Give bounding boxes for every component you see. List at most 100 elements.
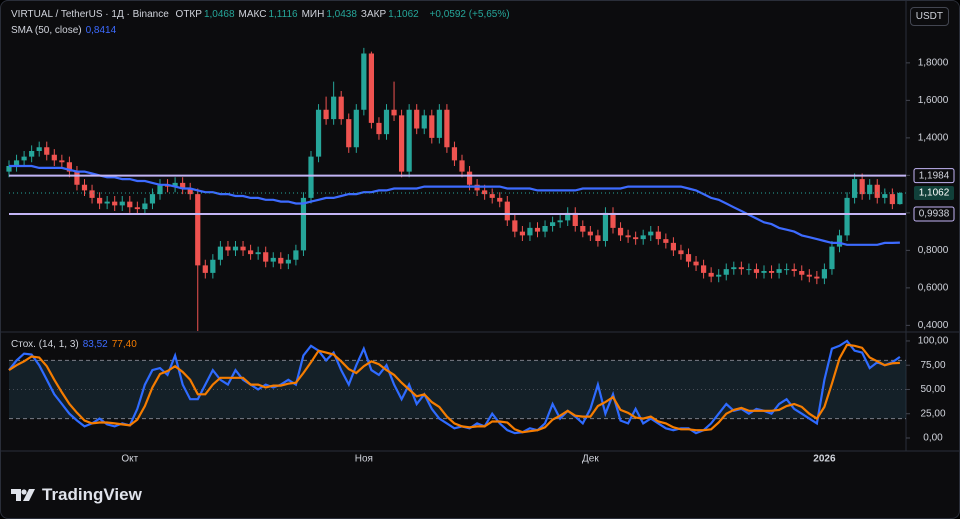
y-tick-label: 100,00 xyxy=(918,336,949,347)
candle-body xyxy=(784,269,790,271)
candle-body xyxy=(142,203,148,210)
candle-body xyxy=(867,184,873,195)
candle-body xyxy=(557,220,563,223)
level-label-box xyxy=(913,206,955,222)
candle-body xyxy=(610,212,616,228)
candle-body xyxy=(429,115,435,138)
d-value: 77,40 xyxy=(111,339,137,350)
field-name: ЗАКР xyxy=(360,9,387,20)
field-name: ОТКР xyxy=(175,9,202,20)
x-tick-label: Окт xyxy=(121,454,138,465)
candle-body xyxy=(180,182,186,189)
candle-body xyxy=(761,271,767,273)
candle-body xyxy=(406,109,412,172)
candle-body xyxy=(648,231,654,236)
last-price-box xyxy=(914,185,954,200)
candle-body xyxy=(376,122,382,135)
candle-body xyxy=(821,269,827,279)
candle-body xyxy=(836,235,843,247)
x-tick-label: Ноя xyxy=(355,454,373,465)
candle-body xyxy=(74,171,80,185)
candle-body xyxy=(633,237,639,240)
candle-body xyxy=(814,276,820,279)
level-label: 0,9938 xyxy=(919,209,950,220)
candle-body xyxy=(187,188,193,195)
candle-body xyxy=(29,151,35,157)
candle-body xyxy=(97,197,103,204)
candle-body xyxy=(897,192,903,205)
candle-body xyxy=(527,227,533,236)
stoch-line xyxy=(8,343,900,434)
y-tick-label: 75,00 xyxy=(920,360,945,371)
candle-body xyxy=(263,252,269,262)
y-tick-label: 50,00 xyxy=(920,384,945,395)
candle-body xyxy=(421,115,427,129)
candle-body xyxy=(504,201,510,221)
candle-body xyxy=(753,269,760,273)
candle-body xyxy=(44,147,50,155)
candle-body xyxy=(157,184,163,195)
candle-body xyxy=(444,109,450,148)
x-tick-label: 2026 xyxy=(813,454,836,465)
y-tick-label: 1,6000 xyxy=(918,95,949,106)
candle-body xyxy=(640,235,646,240)
candle-body xyxy=(21,156,27,161)
candle-body xyxy=(414,109,420,129)
candle-body xyxy=(572,212,578,226)
candle-body xyxy=(217,246,223,260)
candle-body xyxy=(436,109,442,138)
candle-body xyxy=(89,190,95,198)
candle-body xyxy=(617,227,624,236)
field-name: МАКС xyxy=(238,9,267,20)
brand: TradingView xyxy=(11,485,142,505)
brand-logo xyxy=(11,489,35,501)
candle-body xyxy=(300,197,307,251)
level-label-box xyxy=(913,168,955,184)
candle-body xyxy=(240,246,246,251)
candle-body xyxy=(210,259,216,273)
candle-body xyxy=(663,239,669,243)
candle-body xyxy=(66,162,72,172)
candle-body xyxy=(550,222,556,226)
candle-body xyxy=(776,269,782,273)
candle-body xyxy=(127,201,133,208)
y-tick-label: 1,4000 xyxy=(918,133,949,144)
candle-body xyxy=(708,272,714,277)
candle-body xyxy=(6,166,12,172)
field-name: МИН xyxy=(301,9,325,20)
candle-body xyxy=(723,269,729,275)
candle-body xyxy=(353,109,359,148)
candle-body xyxy=(323,109,329,120)
candle-body xyxy=(361,53,367,110)
brand-name: TradingView xyxy=(42,485,142,504)
field-value: 1,1116 xyxy=(268,9,298,20)
candle-body xyxy=(51,154,57,161)
candle-body xyxy=(285,259,291,264)
sma-line xyxy=(9,164,900,246)
candle-body xyxy=(346,119,352,148)
candle-body xyxy=(625,235,631,238)
candle-body xyxy=(59,160,65,163)
candle-body xyxy=(489,194,495,198)
candle-body xyxy=(202,265,208,273)
candle-body xyxy=(874,184,880,198)
candle-body xyxy=(338,96,344,120)
candle-body xyxy=(225,246,231,251)
candle-body xyxy=(315,109,322,157)
candle-body xyxy=(391,109,397,116)
candle-body xyxy=(595,235,601,241)
candle-body xyxy=(331,96,337,120)
y-tick-label: 0,6000 xyxy=(918,283,949,294)
candle-body xyxy=(791,269,797,271)
candle-body xyxy=(399,115,405,172)
candle-body xyxy=(13,160,20,166)
candle-body xyxy=(542,226,548,232)
candle-body xyxy=(852,179,858,198)
candle-body xyxy=(104,201,110,204)
candle-body xyxy=(383,109,390,135)
candle-body xyxy=(882,194,888,198)
candle-body xyxy=(497,197,503,202)
currency-button[interactable]: USDT xyxy=(909,7,949,26)
candle-body xyxy=(768,271,775,273)
